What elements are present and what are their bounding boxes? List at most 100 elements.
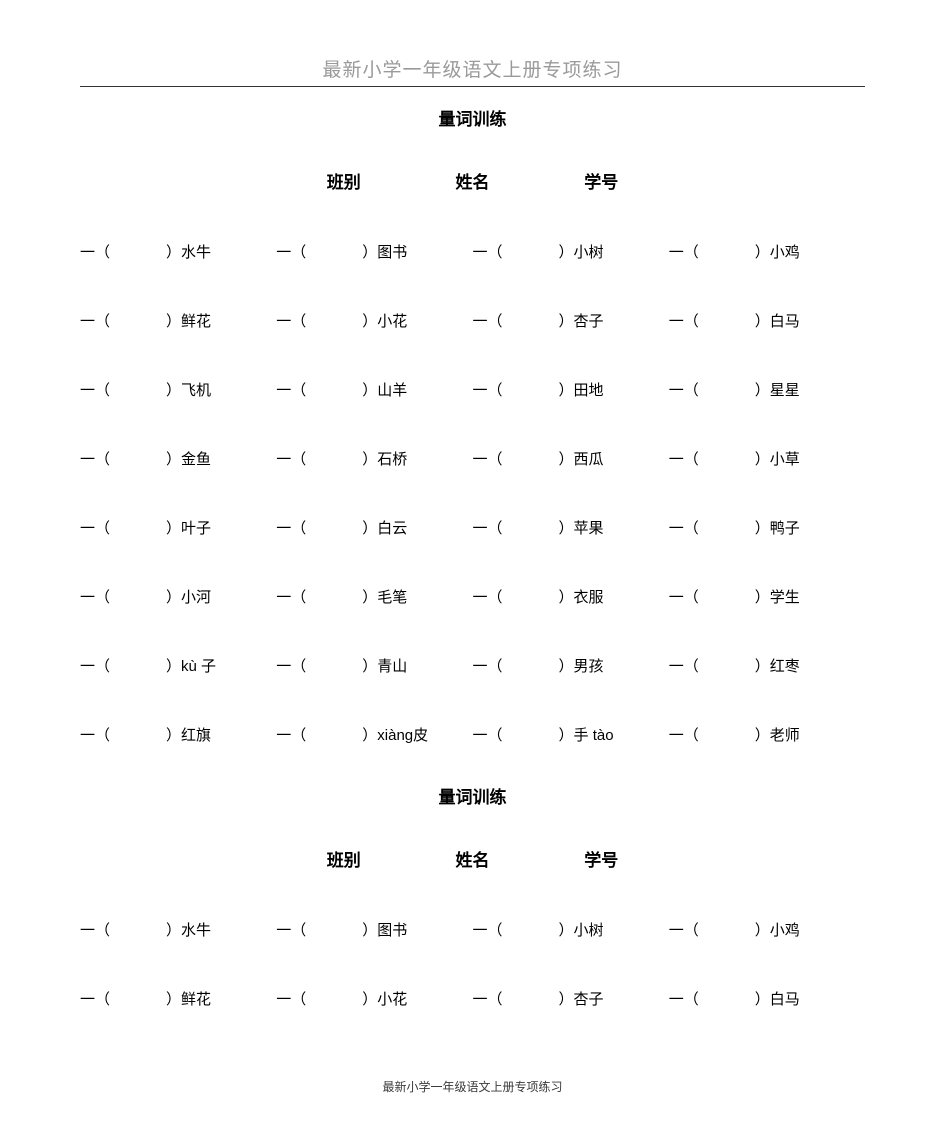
blank-suffix: ） <box>362 919 377 940</box>
blank-suffix: ） <box>559 988 574 1009</box>
blank-prefix: 一（ <box>669 379 699 400</box>
exercise-cell: 一（）小鸡 <box>669 241 865 262</box>
blank-prefix: 一（ <box>276 448 306 469</box>
blank-prefix: 一（ <box>80 241 110 262</box>
exercise-cell: 一（）苹果 <box>473 517 669 538</box>
exercise-word: 衣服 <box>574 586 604 607</box>
blank-prefix: 一（ <box>473 586 503 607</box>
exercise-cell: 一（）小鸡 <box>669 919 865 940</box>
label-class: 班别 <box>327 846 361 871</box>
blank-suffix: ） <box>166 724 181 745</box>
exercise-word: 图书 <box>377 919 407 940</box>
blank-prefix: 一（ <box>80 448 110 469</box>
blank-prefix: 一（ <box>276 988 306 1009</box>
blank-suffix: ） <box>755 724 770 745</box>
blank-suffix: ） <box>362 586 377 607</box>
blank-prefix: 一（ <box>669 988 699 1009</box>
blank-prefix: 一（ <box>80 586 110 607</box>
section1-info-row: 班别 姓名 学号 <box>80 168 865 193</box>
section2-grid: 一（）水牛一（）图书一（）小树一（）小鸡一（）鲜花一（）小花一（）杏子一（）白马 <box>80 919 865 1009</box>
blank-suffix: ） <box>559 448 574 469</box>
blank-prefix: 一（ <box>276 241 306 262</box>
blank-prefix: 一（ <box>473 379 503 400</box>
exercise-word: 水牛 <box>181 241 211 262</box>
blank-prefix: 一（ <box>276 919 306 940</box>
label-id: 学号 <box>584 168 618 193</box>
blank-prefix: 一（ <box>80 379 110 400</box>
exercise-cell: 一（）小花 <box>276 988 472 1009</box>
exercise-cell: 一（ ）青山 <box>276 655 472 676</box>
header-rule <box>80 86 865 87</box>
exercise-word: 山羊 <box>377 379 407 400</box>
exercise-cell: 一（）毛笔 <box>276 586 472 607</box>
exercise-cell: 一（）小草 <box>669 448 865 469</box>
section2-info-row: 班别 姓名 学号 <box>80 846 865 871</box>
exercise-cell: 一（）山羊 <box>276 379 472 400</box>
blank-prefix: 一（ <box>669 724 699 745</box>
exercise-cell: 一（）图书 <box>276 241 472 262</box>
blank-suffix: ） <box>362 379 377 400</box>
exercise-row: 一（）飞机一（）山羊一（）田地一（）星星 <box>80 379 865 400</box>
blank-suffix: ） <box>755 586 770 607</box>
exercise-row: 一（）kù 子一（）青山一（）男孩一（）红枣 <box>80 655 865 676</box>
exercise-cell: 一（）小花 <box>276 310 472 331</box>
blank-suffix: ） <box>362 241 377 262</box>
exercise-word: 青山 <box>377 655 407 676</box>
blank-suffix: ） <box>166 919 181 940</box>
exercise-word: 学生 <box>770 586 800 607</box>
blank-prefix: 一（ <box>473 655 503 676</box>
blank-suffix: ） <box>559 655 574 676</box>
exercise-cell: 一（）红枣 <box>669 655 865 676</box>
exercise-word: 杏子 <box>574 988 604 1009</box>
exercise-word: 毛笔 <box>377 586 407 607</box>
section1-grid: 一（）水牛一（）图书一（）小树一（）小鸡一（）鲜花一（）小花一（）杏子一（）白马… <box>80 241 865 745</box>
blank-prefix: 一（ <box>80 517 110 538</box>
exercise-cell: 一（）鸭子 <box>669 517 865 538</box>
blank-prefix: 一（ <box>276 517 306 538</box>
exercise-row: 一（）金鱼一（）石桥一（）西瓜一（）小草 <box>80 448 865 469</box>
blank-prefix: 一（ <box>473 988 503 1009</box>
exercise-cell: 一（ ）男孩 <box>473 655 669 676</box>
exercise-row: 一（）红旗一（）xiàng皮一（）手 tào一（）老师 <box>80 724 865 745</box>
exercise-cell: 一（）xiàng皮 <box>276 724 472 745</box>
exercise-row: 一（）水牛一（）图书一（）小树一（）小鸡 <box>80 919 865 940</box>
blank-prefix: 一（ <box>473 517 503 538</box>
blank-suffix: ） <box>166 655 181 676</box>
exercise-cell: 一（ ）衣服 <box>473 586 669 607</box>
blank-suffix: ） <box>755 655 770 676</box>
exercise-word: 西瓜 <box>574 448 604 469</box>
page-footer-title: 最新小学一年级语文上册专项练习 <box>0 1078 945 1095</box>
exercise-cell: 一（）飞机 <box>80 379 276 400</box>
exercise-cell: 一（）叶子 <box>80 517 276 538</box>
exercise-word: 田地 <box>574 379 604 400</box>
exercise-word: 白云 <box>377 517 407 538</box>
label-name: 姓名 <box>456 168 490 193</box>
exercise-word: 小树 <box>574 241 604 262</box>
blank-suffix: ） <box>362 655 377 676</box>
blank-suffix: ） <box>362 517 377 538</box>
exercise-cell: 一（ ）红旗 <box>80 724 276 745</box>
blank-prefix: 一（ <box>80 724 110 745</box>
exercise-word: 男孩 <box>574 655 604 676</box>
blank-suffix: ） <box>166 988 181 1009</box>
exercise-word: kù 子 <box>181 655 216 676</box>
exercise-cell: 一（）杏子 <box>473 310 669 331</box>
exercise-cell: 一（）水牛 <box>80 919 276 940</box>
blank-prefix: 一（ <box>669 448 699 469</box>
blank-suffix: ） <box>559 241 574 262</box>
exercise-word: 红旗 <box>181 724 211 745</box>
exercise-cell: 一（）西瓜 <box>473 448 669 469</box>
blank-suffix: ） <box>166 310 181 331</box>
blank-suffix: ） <box>559 724 574 745</box>
blank-suffix: ） <box>559 586 574 607</box>
exercise-cell: 一（）鲜花 <box>80 310 276 331</box>
exercise-word: 鸭子 <box>770 517 800 538</box>
exercise-word: 手 tào <box>574 724 614 745</box>
exercise-cell: 一（）水牛 <box>80 241 276 262</box>
exercise-cell: 一（ ）图书 <box>276 919 472 940</box>
exercise-word: 飞机 <box>181 379 211 400</box>
blank-suffix: ） <box>755 379 770 400</box>
exercise-word: 鲜花 <box>181 988 211 1009</box>
exercise-cell: 一（）金鱼 <box>80 448 276 469</box>
blank-prefix: 一（ <box>276 655 306 676</box>
